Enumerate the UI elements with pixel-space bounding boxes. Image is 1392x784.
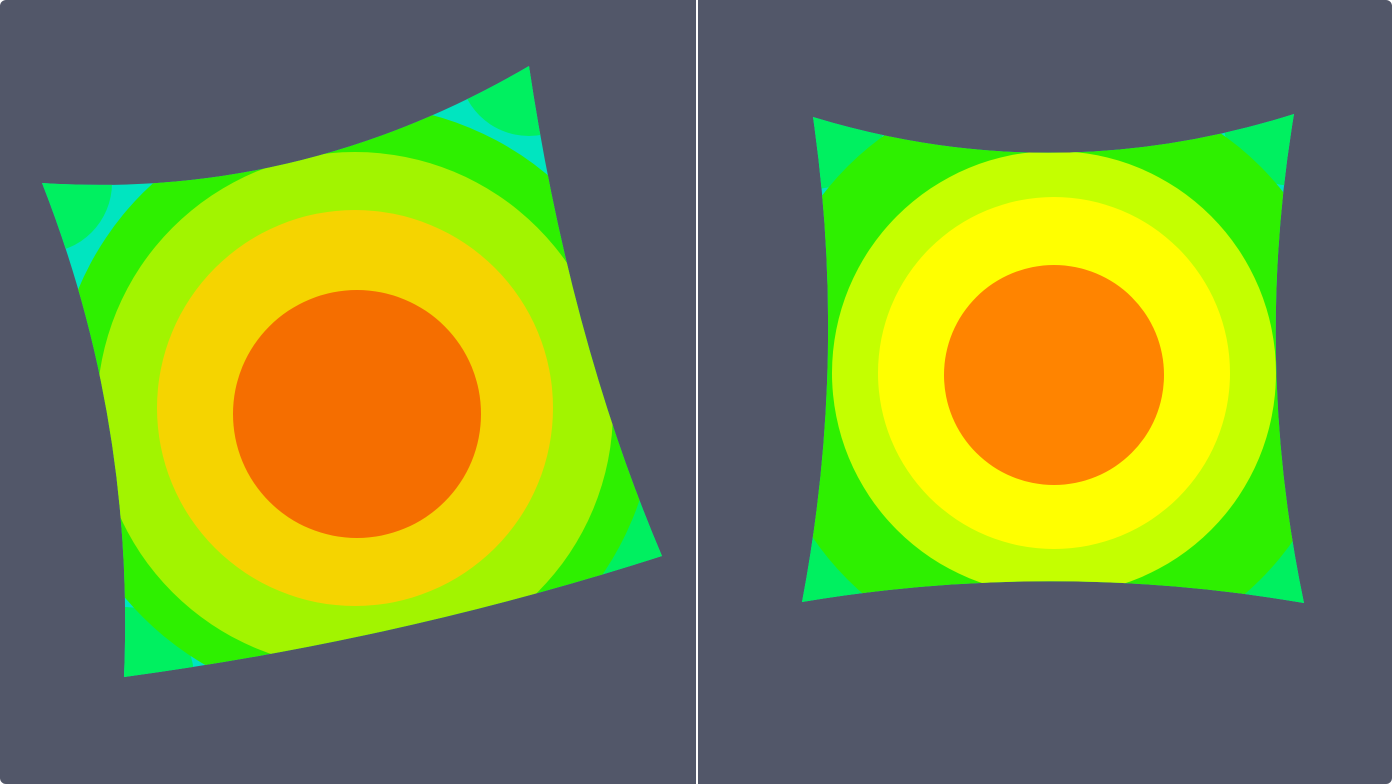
viewport-divider[interactable] [696,0,698,784]
right-corner-top-right [1222,114,1304,186]
right-contour-core [944,265,1164,485]
left-contour-core [233,290,481,538]
right-deformed-mesh[interactable] [698,0,1392,784]
left-render-canvas[interactable] [0,0,696,784]
right-render-canvas[interactable] [698,0,1392,784]
right-corner-top-left [802,114,885,189]
left-viewport[interactable] [0,0,696,784]
right-viewport[interactable] [698,0,1392,784]
